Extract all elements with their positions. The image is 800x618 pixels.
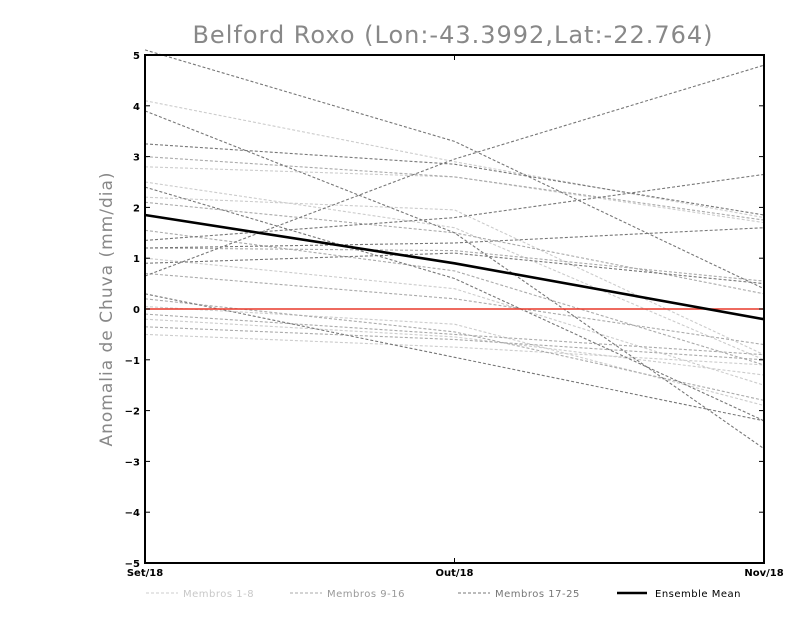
series-line-group3-member4	[144, 143, 765, 216]
y-tick-label: 0	[133, 305, 140, 316]
series-line-group3-member6	[144, 173, 765, 241]
mean-layer	[144, 213, 765, 321]
series-line-group1-member8	[144, 333, 765, 366]
legend-label-4: Ensemble Mean	[655, 589, 741, 600]
y-tick-label: 3	[133, 153, 140, 164]
series-line-group1-member4	[144, 181, 765, 361]
series-line-group2-member7	[144, 313, 765, 356]
series-line-group3-member2	[144, 64, 765, 277]
y-tick-label: −3	[125, 457, 140, 468]
x-tick-label: Set/18	[127, 568, 163, 579]
series-line-group3-member3	[144, 110, 765, 450]
series-line-group3-member8	[144, 252, 765, 285]
legend: Membros 1-8 Membros 9-16 Membros 17-25 Ense…	[146, 589, 741, 600]
series-line-group3-member7	[144, 227, 765, 249]
series-line-group3-member5	[144, 186, 765, 422]
y-tick-label: 5	[133, 51, 140, 62]
ensemble-mean-line	[144, 213, 765, 321]
y-tick-label: 1	[133, 254, 140, 265]
series-line-group3-member1	[144, 49, 765, 290]
series-line-group1-member5	[144, 257, 765, 386]
chart-title: Belford Roxo (Lon:-43.3992,Lat:-22.764)	[192, 21, 713, 49]
series-line-group2-member4	[144, 247, 765, 282]
series-line-group2-member6	[144, 298, 765, 401]
series-line-group1-member6	[144, 305, 765, 407]
y-tick-label: 2	[133, 203, 140, 214]
series-line-group2-member8	[144, 326, 765, 361]
x-tick-label: Out/18	[436, 568, 474, 579]
series-layer	[144, 49, 765, 450]
y-tick-label: −2	[125, 407, 140, 418]
y-tick-label: −4	[125, 508, 140, 519]
y-axis-label: Anomalia de Chuva (mm/dia)	[97, 171, 117, 446]
series-line-group3-member9	[144, 293, 765, 422]
series-line-group1-member3	[144, 196, 765, 356]
legend-label-2: Membros 9-16	[327, 589, 405, 600]
y-tick-label: −1	[125, 356, 140, 367]
series-line-group1-member1	[144, 100, 765, 219]
series-line-group2-member2	[144, 201, 765, 295]
series-line-group2-member3	[144, 229, 765, 366]
y-tick-label: −5	[125, 559, 140, 570]
legend-label-3: Membros 17-25	[495, 589, 580, 600]
legend-label-1: Membros 1-8	[183, 589, 254, 600]
x-tick-label: Nov/18	[744, 568, 783, 579]
series-line-group2-member5	[144, 272, 765, 346]
y-tick-label: 4	[133, 102, 140, 113]
series-line-group2-member1	[144, 156, 765, 221]
series-line-group1-member7	[144, 318, 765, 376]
